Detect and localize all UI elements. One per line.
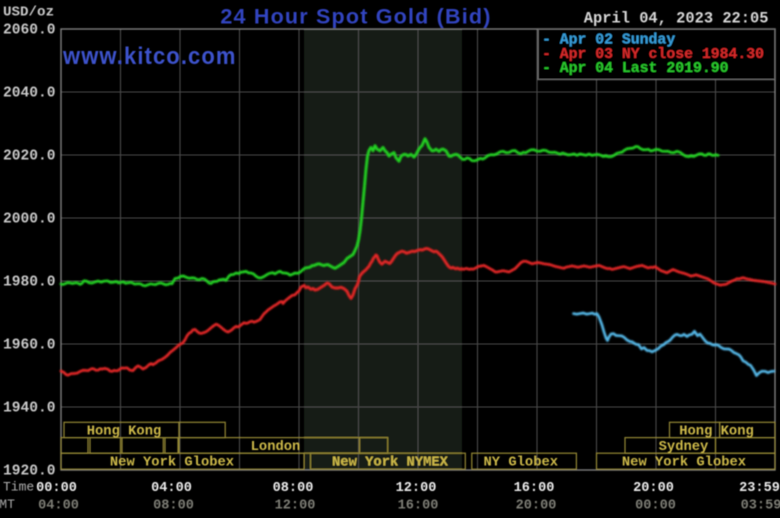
svg-text:24 Hour Spot Gold (Bid): 24 Hour Spot Gold (Bid) — [220, 5, 491, 29]
svg-text:1980.0: 1980.0 — [3, 275, 56, 291]
svg-text:NY Globex: NY Globex — [484, 454, 559, 470]
svg-text:12:00: 12:00 — [396, 481, 437, 496]
svg-text:1920.0: 1920.0 — [3, 464, 56, 480]
svg-text:2040.0: 2040.0 — [3, 86, 56, 102]
svg-text:20:00: 20:00 — [516, 499, 557, 514]
svg-text:- Apr 02 Sunday: - Apr 02 Sunday — [542, 33, 675, 49]
svg-text:New York Globex: New York Globex — [110, 454, 234, 470]
svg-text:1960.0: 1960.0 — [3, 338, 56, 354]
svg-text:London: London — [251, 439, 301, 455]
svg-text:New York Globex: New York Globex — [622, 454, 746, 470]
svg-text:2000.0: 2000.0 — [3, 212, 56, 228]
svg-text:Sydney: Sydney — [659, 439, 709, 455]
svg-text:20:00: 20:00 — [633, 481, 674, 496]
svg-text:00:00: 00:00 — [36, 481, 77, 496]
svg-text:08:00: 08:00 — [273, 481, 314, 496]
svg-text:1940.0: 1940.0 — [3, 401, 56, 417]
svg-text:16:00: 16:00 — [398, 499, 439, 514]
svg-text:08:00: 08:00 — [153, 499, 194, 514]
svg-text:USD/oz: USD/oz — [3, 5, 54, 21]
svg-text:00:00: 00:00 — [635, 499, 676, 514]
svg-text:04:00: 04:00 — [38, 499, 79, 514]
svg-text:- Apr 03 NY close 1984.30: - Apr 03 NY close 1984.30 — [542, 47, 764, 63]
svg-text:16:00: 16:00 — [514, 481, 555, 496]
svg-text:23:59: 23:59 — [739, 481, 780, 496]
svg-text:2020.0: 2020.0 — [3, 149, 56, 165]
svg-text:www.kitco.com: www.kitco.com — [62, 42, 237, 69]
svg-text:2060.0: 2060.0 — [3, 23, 56, 39]
svg-text:04:00: 04:00 — [151, 481, 192, 496]
svg-text:Hong Kong: Hong Kong — [679, 424, 754, 439]
svg-text:Time: Time — [3, 480, 34, 495]
svg-text:12:00: 12:00 — [275, 499, 316, 514]
svg-text:03:59: 03:59 — [741, 499, 780, 514]
svg-text:GMT: GMT — [0, 497, 15, 512]
svg-text:April 04, 2023 22:05: April 04, 2023 22:05 — [584, 10, 769, 28]
svg-text:- Apr 04 Last 2019.90: - Apr 04 Last 2019.90 — [542, 61, 729, 77]
svg-text:Hong Kong: Hong Kong — [87, 424, 162, 439]
svg-text:New York NYMEX: New York NYMEX — [332, 454, 449, 470]
